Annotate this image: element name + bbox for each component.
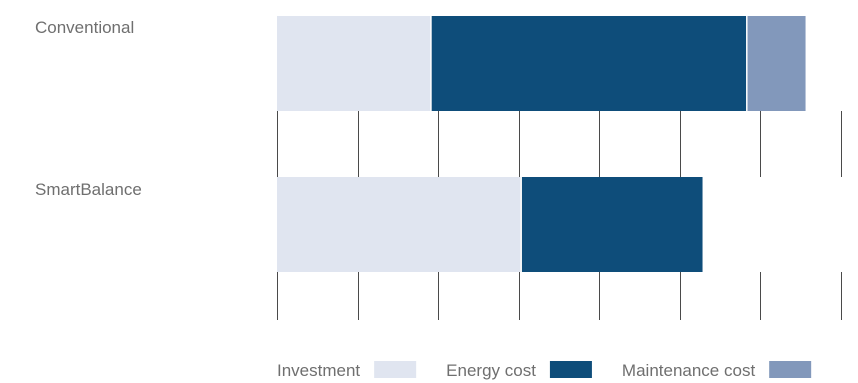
legend-swatch-investment: [374, 361, 417, 378]
bars: [277, 16, 806, 272]
legend-label-energy-cost: Energy cost: [446, 361, 536, 380]
legend-label-maintenance-cost: Maintenance cost: [622, 361, 756, 380]
category-labels: Conventional SmartBalance: [35, 18, 142, 199]
bar-smartbalance-investment: [277, 177, 521, 272]
bar-conventional-energy-cost: [431, 16, 747, 111]
category-label-conventional: Conventional: [35, 18, 134, 37]
legend-swatch-maintenance-cost: [769, 361, 812, 378]
bar-conventional-maintenance-cost: [747, 16, 806, 111]
bar-conventional-investment: [277, 16, 431, 111]
legend: Investment Energy cost Maintenance cost: [277, 361, 812, 380]
legend-label-investment: Investment: [277, 361, 360, 380]
bar-smartbalance-energy-cost: [521, 177, 703, 272]
category-label-smartbalance: SmartBalance: [35, 180, 142, 199]
grid-lines: [277, 111, 842, 320]
legend-swatch-energy-cost: [549, 361, 592, 378]
